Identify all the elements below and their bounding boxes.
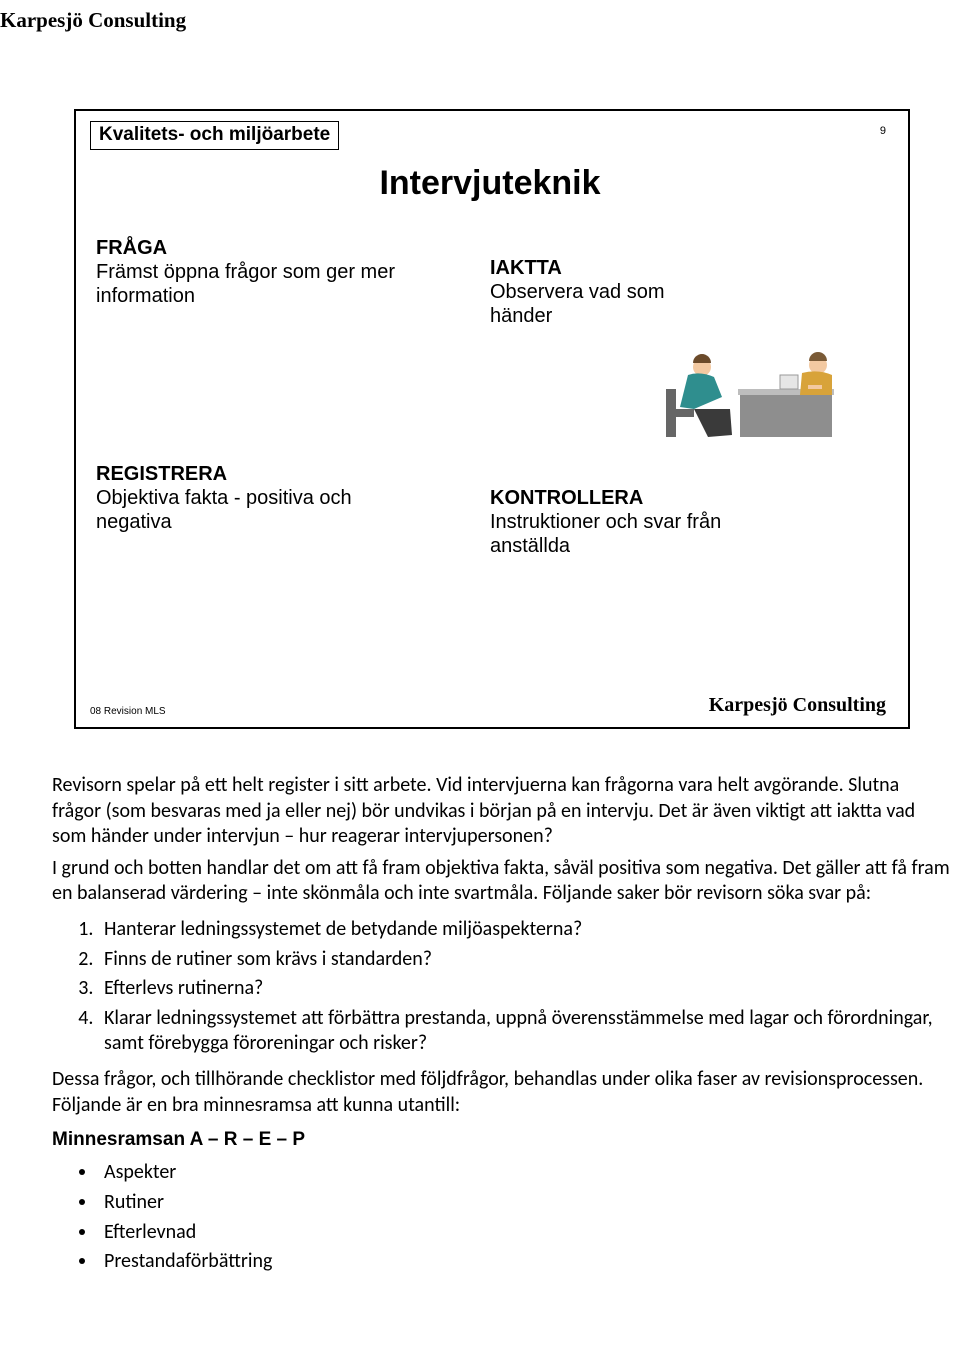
section-fraga: FRÅGA Främst öppna frågor som ger mer in… [96,237,396,308]
slide-page-number: 9 [880,125,886,137]
slide-label: Kvalitets- och miljöarbete [99,124,330,145]
slide-content-grid: FRÅGA Främst öppna frågor som ger mer in… [90,227,890,647]
person-b-hand [808,385,822,389]
interview-illustration-svg [660,327,870,457]
interview-illustration [660,327,870,457]
fraga-heading: FRÅGA [96,237,396,260]
list-item: Hanterar ledningssystemet de betydande m… [98,917,952,943]
slide-label-box: Kvalitets- och miljöarbete [90,121,339,150]
company-name: Karpesjö Consulting [0,8,186,32]
person-a-trousers [694,409,732,437]
person-b-hair [809,352,827,361]
desk-object [780,375,798,389]
mnemonic-title: Minnesramsan A – R – E – P [52,1128,952,1152]
fraga-text: Främst öppna frågor som ger mer informat… [96,260,396,308]
paragraph-3: Dessa frågor, och tillhörande checklisto… [52,1067,952,1118]
numbered-list: Hanterar ledningssystemet de betydande m… [98,917,952,1057]
person-a-jacket [680,373,722,409]
slide-footer-right: Karpesjö Consulting [709,694,886,717]
registrera-heading: REGISTRERA [96,463,396,486]
paragraph-1: Revisorn spelar på ett helt register i s… [52,773,952,850]
list-item: Finns de rutiner som krävs i standarden? [98,947,952,973]
person-b-jacket [800,371,832,395]
iaktta-heading: IAKTTA [490,257,690,280]
kontrollera-text: Instruktioner och svar från anställda [490,510,790,558]
paragraph-2: I grund och botten handlar det om att få… [52,856,952,907]
section-registrera: REGISTRERA Objektiva fakta - positiva oc… [96,463,396,534]
slide-frame: Kvalitets- och miljöarbete 9 Intervjutek… [74,109,910,729]
slide-inner: Kvalitets- och miljöarbete 9 Intervjutek… [76,111,908,727]
list-item: Efterlevnad [98,1220,952,1246]
bullet-list: Aspekter Rutiner Efterlevnad Prestandafö… [98,1160,952,1274]
body-text: Revisorn spelar på ett helt register i s… [52,773,952,1275]
list-item: Prestandaförbättring [98,1249,952,1275]
desk-body [740,395,832,437]
registrera-text: Objektiva fakta - positiva och negativa [96,486,396,534]
list-item: Klarar ledningssystemet att förbättra pr… [98,1006,952,1057]
section-kontrollera: KONTROLLERA Instruktioner och svar från … [490,487,790,558]
page-header: Karpesjö Consulting [0,0,960,33]
slide-title: Intervjuteknik [90,164,890,203]
section-iaktta: IAKTTA Observera vad som händer [490,257,690,328]
kontrollera-heading: KONTROLLERA [490,487,790,510]
list-item: Efterlevs rutinerna? [98,976,952,1002]
slide-footer-left: 08 Revision MLS [90,706,166,717]
list-item: Rutiner [98,1190,952,1216]
chair-left-seat [666,409,694,417]
person-a-hair [693,354,711,363]
iaktta-text: Observera vad som händer [490,280,690,328]
list-item: Aspekter [98,1160,952,1186]
